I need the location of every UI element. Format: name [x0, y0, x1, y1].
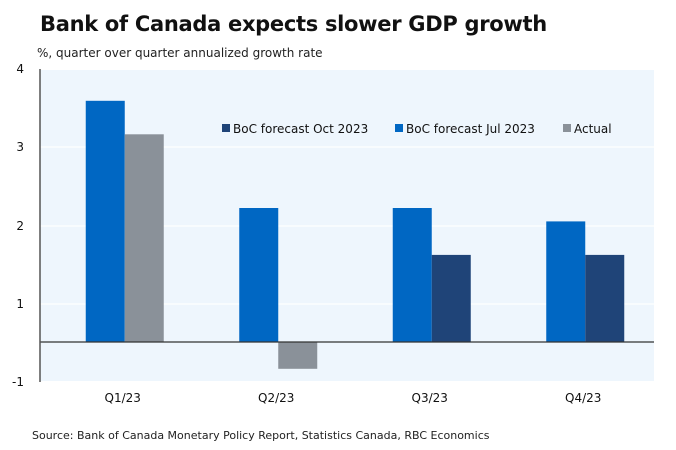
legend-swatch	[395, 124, 403, 132]
bar-actual-q2-23	[278, 342, 318, 369]
x-category-labels: Q1/23 Q2/23 Q3/23 Q4/23	[105, 391, 602, 405]
source-note: Source: Bank of Canada Monetary Policy R…	[32, 429, 490, 442]
bar-actual-q1-23	[124, 134, 164, 342]
y-tick-label: 4	[16, 62, 24, 76]
bar-boc-forecast-jul-2023-q1-23	[85, 100, 125, 342]
bar-boc-forecast-oct-2023-q4-23	[585, 254, 625, 342]
legend-swatch	[563, 124, 571, 132]
chart-subtitle: %, quarter over quarter annualized growt…	[37, 46, 323, 60]
y-tick-label: -1	[12, 375, 24, 389]
legend-label: BoC forecast Oct 2023	[233, 122, 368, 136]
bar-boc-forecast-jul-2023-q4-23	[546, 221, 586, 342]
x-category-label: Q4/23	[565, 391, 601, 405]
x-category-label: Q1/23	[105, 391, 141, 405]
x-category-label: Q2/23	[258, 391, 294, 405]
y-tick-label: 3	[16, 140, 24, 154]
legend-swatch	[222, 124, 230, 132]
legend-label: BoC forecast Jul 2023	[406, 122, 535, 136]
bars	[85, 100, 625, 369]
y-tick-label: 1	[16, 297, 24, 311]
bar-boc-forecast-oct-2023-q3-23	[431, 254, 471, 342]
chart-title: Bank of Canada expects slower GDP growth	[40, 12, 547, 36]
x-category-label: Q3/23	[412, 391, 448, 405]
bar-boc-forecast-jul-2023-q2-23	[239, 208, 279, 342]
y-tick-label: 2	[16, 219, 24, 233]
bar-boc-forecast-jul-2023-q3-23	[392, 208, 432, 342]
y-tick-labels: 4 3 2 1 -1	[12, 62, 24, 389]
legend-label: Actual	[574, 122, 612, 136]
legend: BoC forecast Oct 2023 BoC forecast Jul 20…	[222, 122, 612, 136]
